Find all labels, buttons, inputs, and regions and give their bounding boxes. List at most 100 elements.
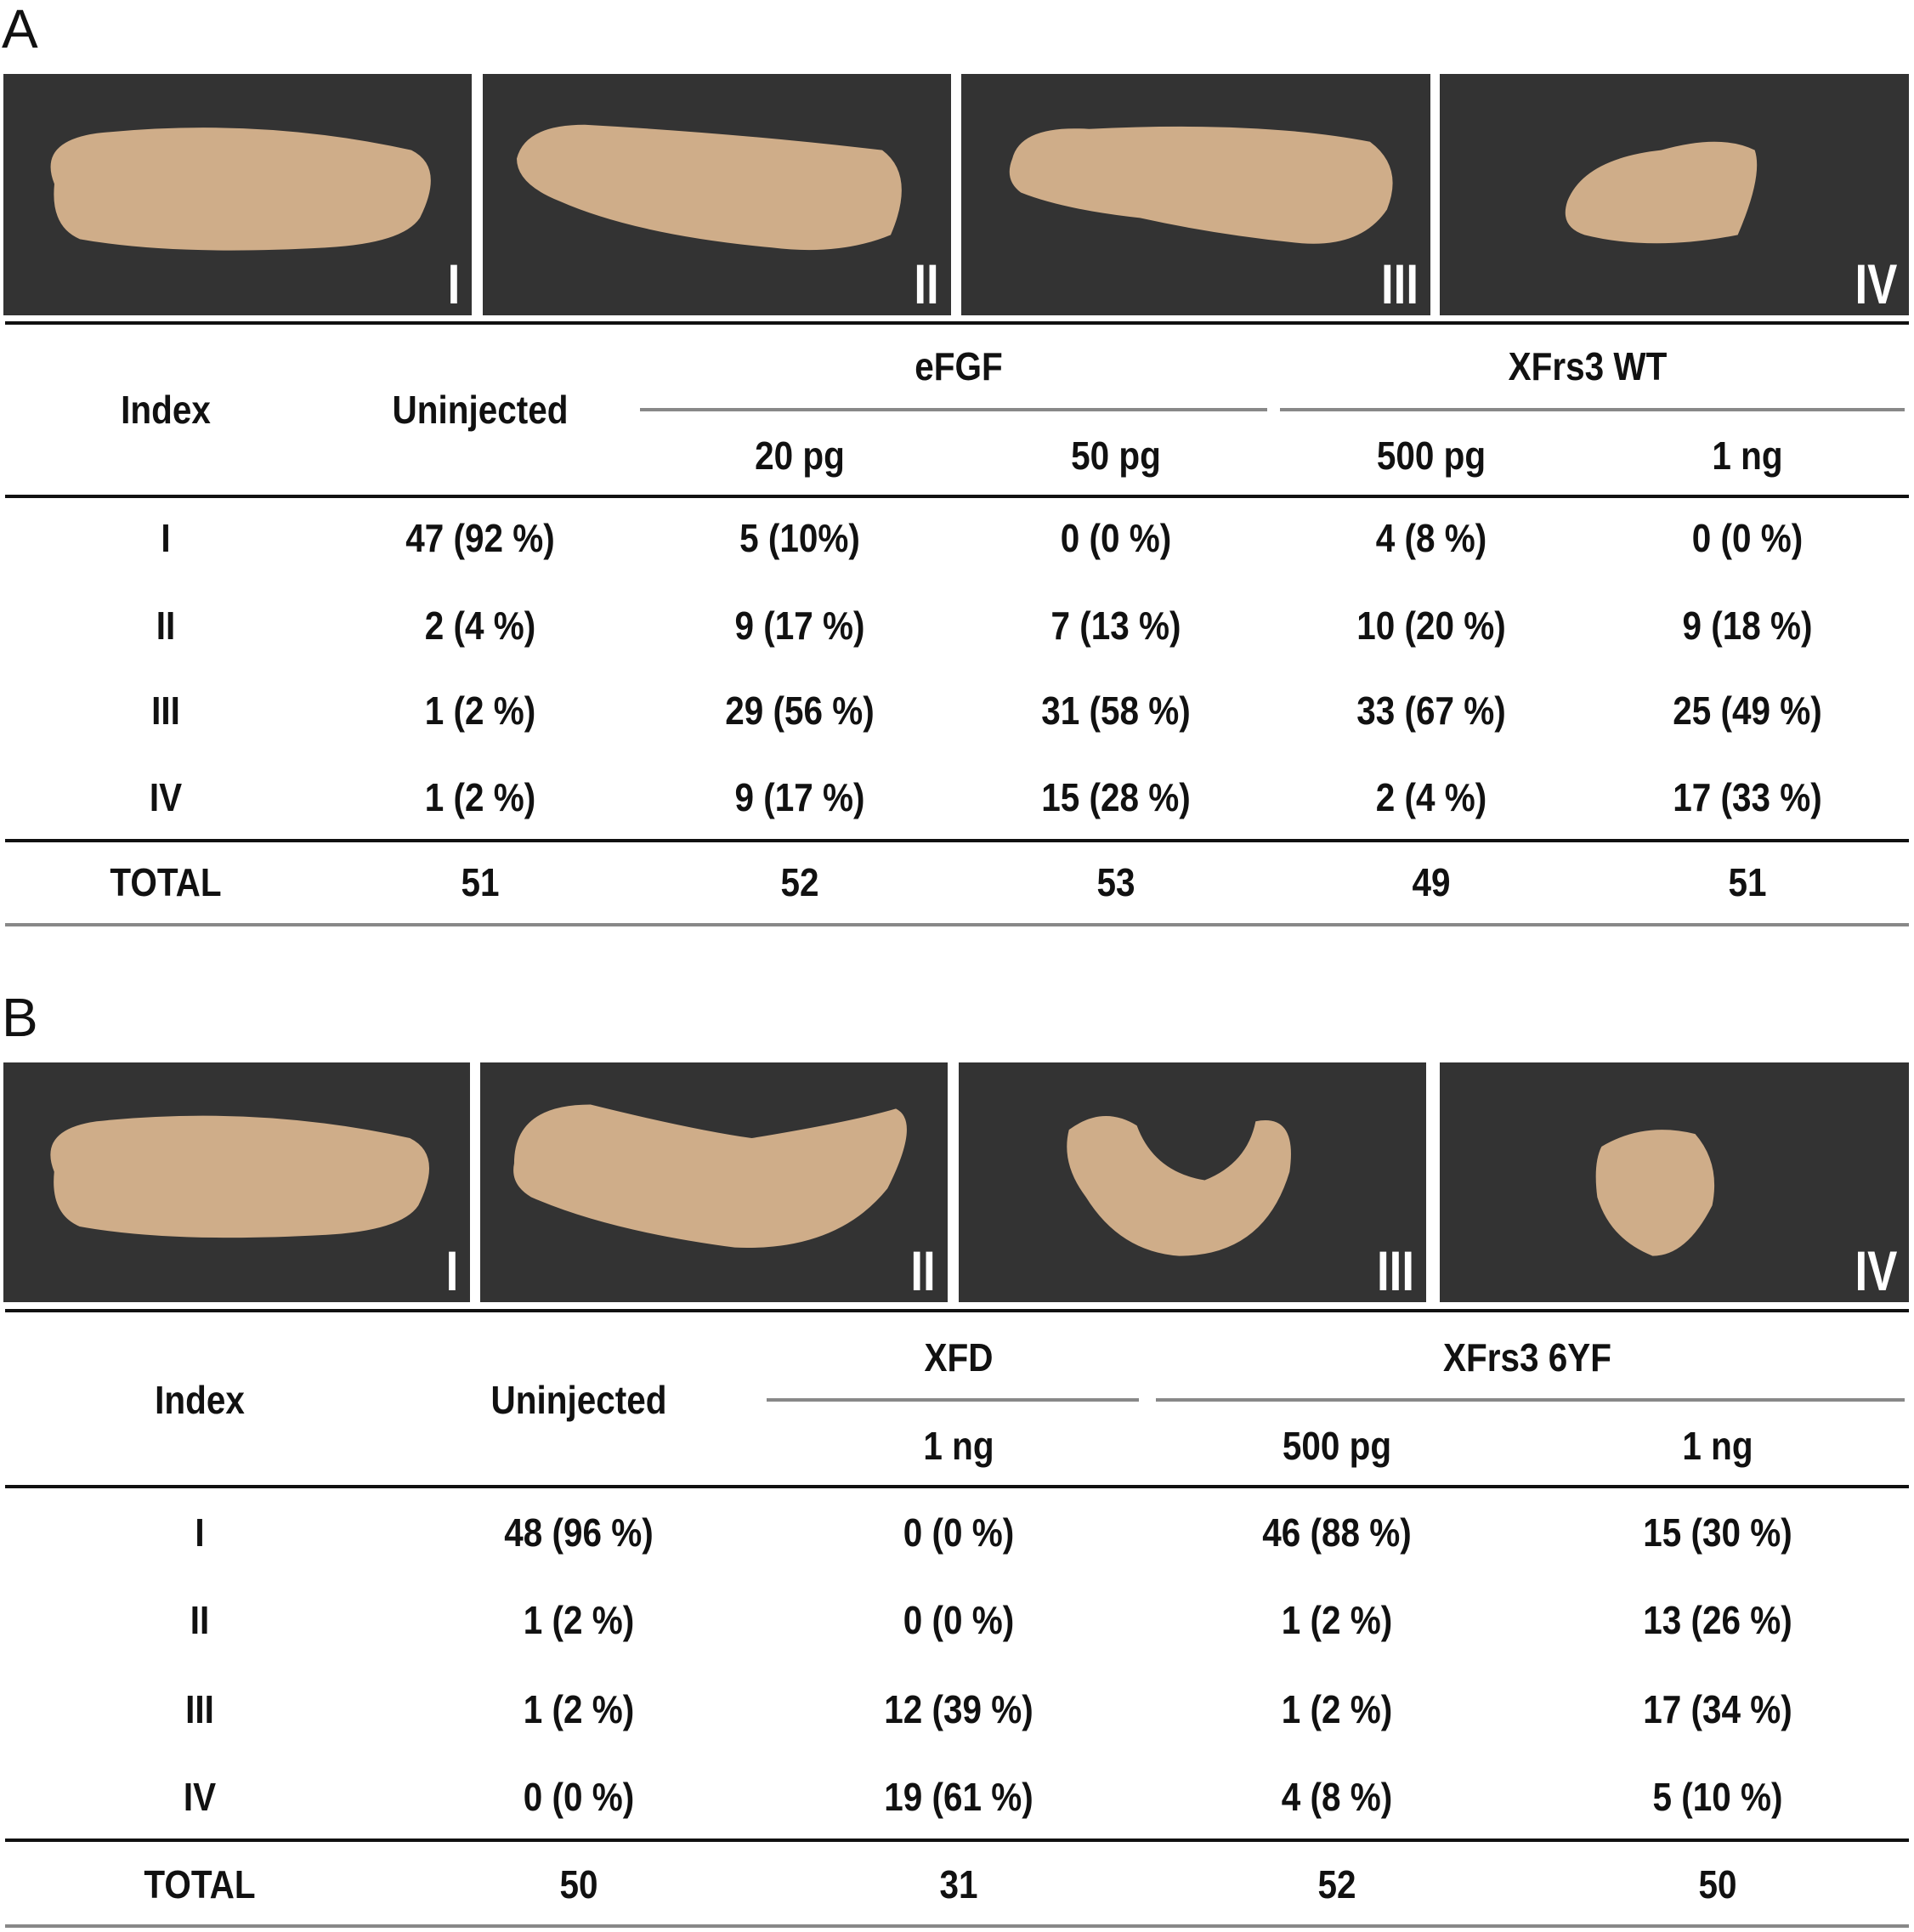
table-bottom-rule bbox=[5, 923, 1909, 926]
table-cell: 4 (8 %) bbox=[1281, 1775, 1393, 1819]
table-bottom-rule bbox=[5, 1924, 1909, 1928]
row-index: II bbox=[190, 1598, 210, 1642]
phenotype-numeral: III bbox=[1376, 1239, 1414, 1302]
group-header: XFrs3 WT bbox=[1508, 344, 1668, 388]
table-cell: 1 (2 %) bbox=[424, 775, 536, 819]
table-top-rule bbox=[5, 1309, 1909, 1312]
group-rule bbox=[1280, 408, 1905, 411]
table-cell: 25 (49 %) bbox=[1673, 688, 1822, 733]
row-index: III bbox=[151, 688, 180, 733]
group-header: XFrs3 6YF bbox=[1443, 1335, 1611, 1380]
index-header: Index bbox=[121, 388, 211, 432]
table-cell: 5 (10 %) bbox=[1652, 1775, 1783, 1819]
table-cell: 15 (30 %) bbox=[1643, 1510, 1792, 1555]
panel-label-a: A bbox=[2, 0, 38, 59]
total-rule bbox=[5, 839, 1909, 842]
dose-header: 500 pg bbox=[1282, 1424, 1392, 1468]
table-cell: 17 (33 %) bbox=[1673, 775, 1822, 819]
table-cell: 1 (2 %) bbox=[1281, 1687, 1393, 1731]
embryo-image-i: I bbox=[3, 1062, 470, 1302]
total-cell: 50 bbox=[1698, 1862, 1737, 1907]
group-header: eFGF bbox=[915, 344, 1003, 388]
row-index: II bbox=[156, 603, 176, 648]
table-cell: 2 (4 %) bbox=[1375, 775, 1487, 819]
table-cell: 0 (0 %) bbox=[903, 1598, 1015, 1642]
phenotype-numeral: II bbox=[910, 1239, 936, 1302]
table-cell: 29 (56 %) bbox=[725, 688, 875, 733]
group-rule bbox=[640, 408, 1267, 411]
row-index: IV bbox=[183, 1775, 217, 1819]
table-cell: 7 (13 %) bbox=[1050, 603, 1181, 648]
panel-label-b: B bbox=[2, 987, 38, 1048]
total-cell: 51 bbox=[461, 860, 500, 904]
table-cell: 9 (17 %) bbox=[734, 603, 865, 648]
table-cell: 0 (0 %) bbox=[1060, 516, 1172, 560]
table-cell: 31 (58 %) bbox=[1041, 688, 1191, 733]
phenotype-numeral: III bbox=[1380, 252, 1419, 315]
table-cell: 5 (10%) bbox=[739, 516, 860, 560]
table-cell: 33 (67 %) bbox=[1356, 688, 1506, 733]
embryo-image-ii: II bbox=[480, 1062, 948, 1302]
table-cell: 12 (39 %) bbox=[884, 1687, 1033, 1731]
dose-header: 1 ng bbox=[1682, 1424, 1753, 1468]
embryo-image-i: I bbox=[3, 74, 472, 315]
index-header: Index bbox=[155, 1378, 245, 1422]
total-cell: 49 bbox=[1412, 860, 1451, 904]
table-cell: 48 (96 %) bbox=[504, 1510, 654, 1555]
phenotype-numeral: I bbox=[445, 1239, 458, 1302]
group-rule bbox=[1156, 1398, 1905, 1402]
row-index: I bbox=[161, 516, 171, 560]
table-cell: 0 (0 %) bbox=[523, 1775, 635, 1819]
embryo-image-iv: IV bbox=[1440, 74, 1909, 315]
dose-header: 1 ng bbox=[1712, 433, 1783, 478]
table-cell: 1 (2 %) bbox=[424, 688, 536, 733]
phenotype-numeral: I bbox=[447, 252, 460, 315]
table-cell: 0 (0 %) bbox=[903, 1510, 1015, 1555]
phenotype-numeral: IV bbox=[1855, 252, 1897, 315]
group-rule bbox=[767, 1398, 1139, 1402]
total-label: TOTAL bbox=[144, 1862, 256, 1907]
total-cell: 52 bbox=[780, 860, 819, 904]
embryo-image-ii: II bbox=[483, 74, 951, 315]
table-cell: 19 (61 %) bbox=[884, 1775, 1033, 1819]
total-cell: 31 bbox=[939, 1862, 978, 1907]
phenotype-numeral: IV bbox=[1855, 1239, 1897, 1302]
dose-header: 20 pg bbox=[755, 433, 845, 478]
embryo-image-iv: IV bbox=[1440, 1062, 1909, 1302]
table-cell: 17 (34 %) bbox=[1643, 1687, 1792, 1731]
row-index: I bbox=[195, 1510, 205, 1555]
total-rule bbox=[5, 1839, 1909, 1842]
table-cell: 46 (88 %) bbox=[1262, 1510, 1412, 1555]
table-cell: 10 (20 %) bbox=[1356, 603, 1506, 648]
table-cell: 1 (2 %) bbox=[523, 1687, 635, 1731]
table-top-rule bbox=[5, 321, 1909, 325]
uninjected-header: Uninjected bbox=[392, 388, 569, 432]
table-cell: 47 (92 %) bbox=[405, 516, 555, 560]
table-cell: 9 (17 %) bbox=[734, 775, 865, 819]
total-cell: 50 bbox=[559, 1862, 598, 1907]
dose-header: 500 pg bbox=[1376, 433, 1486, 478]
table-cell: 4 (8 %) bbox=[1375, 516, 1487, 560]
uninjected-header: Uninjected bbox=[490, 1378, 667, 1422]
embryo-image-iii: III bbox=[959, 1062, 1426, 1302]
total-label: TOTAL bbox=[110, 860, 222, 904]
total-cell: 52 bbox=[1317, 1862, 1356, 1907]
total-cell: 51 bbox=[1728, 860, 1767, 904]
table-cell: 9 (18 %) bbox=[1682, 603, 1813, 648]
dose-header: 50 pg bbox=[1071, 433, 1161, 478]
header-rule bbox=[5, 495, 1909, 498]
dose-header: 1 ng bbox=[923, 1424, 994, 1468]
table-cell: 13 (26 %) bbox=[1643, 1598, 1792, 1642]
total-cell: 53 bbox=[1096, 860, 1135, 904]
table-cell: 15 (28 %) bbox=[1041, 775, 1191, 819]
table-cell: 0 (0 %) bbox=[1691, 516, 1804, 560]
table-cell: 1 (2 %) bbox=[523, 1598, 635, 1642]
header-rule bbox=[5, 1485, 1909, 1488]
phenotype-numeral: II bbox=[914, 252, 939, 315]
row-index: III bbox=[185, 1687, 214, 1731]
table-cell: 1 (2 %) bbox=[1281, 1598, 1393, 1642]
embryo-image-iii: III bbox=[961, 74, 1430, 315]
table-cell: 2 (4 %) bbox=[424, 603, 536, 648]
group-header: XFD bbox=[924, 1335, 994, 1380]
